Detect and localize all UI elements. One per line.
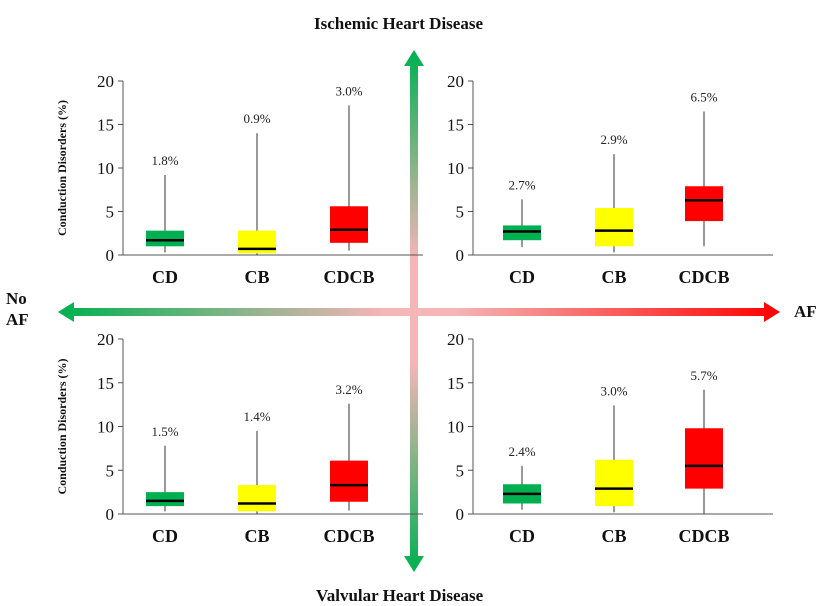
box-cd: 1.5% CD xyxy=(146,424,184,546)
category-label: CB xyxy=(601,526,626,546)
box-cdcb: 3.2% CDCB xyxy=(323,382,374,546)
category-label: CD xyxy=(152,267,178,287)
chart-panels: 0 5 10 15 20 Conduction Disorders (%) 1.8% CD 0.… xyxy=(55,72,773,546)
category-label: CB xyxy=(244,526,269,546)
y-tick-label: 0 xyxy=(106,246,115,265)
category-label: CB xyxy=(601,267,626,287)
box-cdcb: 3.0% CDCB xyxy=(323,83,374,287)
label-right: AF xyxy=(794,302,817,321)
y-tick-label: 5 xyxy=(456,203,465,222)
category-label: CD xyxy=(509,267,535,287)
label-left-line1: No xyxy=(6,289,27,308)
y-tick-label: 20 xyxy=(447,330,464,349)
box-iqr xyxy=(503,225,541,241)
box-iqr xyxy=(146,230,184,247)
y-axis-label: Conduction Disorders (%) xyxy=(55,358,69,494)
vertical-arrow xyxy=(404,50,424,572)
box-iqr xyxy=(238,230,276,254)
y-tick-label: 0 xyxy=(106,505,115,524)
y-tick-label: 10 xyxy=(447,418,464,437)
y-tick-label: 20 xyxy=(97,330,114,349)
category-label: CDCB xyxy=(323,526,374,546)
box-iqr xyxy=(595,208,633,247)
y-tick-label: 5 xyxy=(106,203,115,222)
value-label: 5.7% xyxy=(690,368,717,383)
box-cdcb: 5.7% CDCB xyxy=(678,368,729,546)
box-cd: 1.8% CD xyxy=(146,153,184,287)
category-label: CD xyxy=(509,526,535,546)
category-label: CDCB xyxy=(323,267,374,287)
panel-top-left: 0 5 10 15 20 Conduction Disorders (%) 1.8% CD 0.… xyxy=(55,72,423,287)
box-cb: 0.9% CB xyxy=(238,111,276,287)
panel-bottom-right: 0 5 10 15 20 2.4% CD 3.0% CB 5.7% CDCB xyxy=(447,330,773,546)
value-label: 2.9% xyxy=(600,132,627,147)
box-iqr xyxy=(330,206,368,243)
y-axis-label: Conduction Disorders (%) xyxy=(55,100,69,236)
y-tick-label: 10 xyxy=(447,159,464,178)
value-label: 1.4% xyxy=(243,409,270,424)
y-tick-label: 15 xyxy=(447,116,464,135)
y-tick-label: 15 xyxy=(97,116,114,135)
value-label: 3.0% xyxy=(600,384,627,399)
y-tick-label: 20 xyxy=(97,72,114,91)
category-label: CDCB xyxy=(678,267,729,287)
box-iqr xyxy=(685,428,723,489)
box-iqr xyxy=(238,485,276,512)
value-label: 1.5% xyxy=(151,424,178,439)
quadrant-arrows xyxy=(58,50,780,572)
label-top: Ischemic Heart Disease xyxy=(314,14,484,33)
value-label: 3.0% xyxy=(335,83,362,98)
box-cb: 2.9% CB xyxy=(595,132,633,287)
box-cb: 3.0% CB xyxy=(595,384,633,546)
label-bottom: Valvular Heart Disease xyxy=(316,586,484,605)
value-label: 2.7% xyxy=(508,177,535,192)
box-cdcb: 6.5% CDCB xyxy=(678,89,729,287)
value-label: 0.9% xyxy=(243,111,270,126)
box-iqr xyxy=(685,186,723,222)
box-iqr xyxy=(595,459,633,507)
y-tick-label: 0 xyxy=(456,505,465,524)
y-tick-label: 10 xyxy=(97,159,114,178)
value-label: 2.4% xyxy=(508,444,535,459)
category-label: CDCB xyxy=(678,526,729,546)
y-tick-label: 5 xyxy=(106,461,115,480)
y-tick-label: 15 xyxy=(97,374,114,393)
box-cd: 2.7% CD xyxy=(503,177,541,287)
box-iqr xyxy=(330,460,368,502)
horizontal-arrow xyxy=(58,302,780,322)
value-label: 3.2% xyxy=(335,382,362,397)
y-tick-label: 5 xyxy=(456,461,465,480)
value-label: 6.5% xyxy=(690,89,717,104)
box-cb: 1.4% CB xyxy=(238,409,276,546)
y-tick-label: 10 xyxy=(97,418,114,437)
y-tick-label: 15 xyxy=(447,374,464,393)
panel-top-right: 0 5 10 15 20 2.7% CD 2.9% CB 6.5% CDCB xyxy=(447,72,773,287)
category-label: CB xyxy=(244,267,269,287)
category-label: CD xyxy=(152,526,178,546)
value-label: 1.8% xyxy=(151,153,178,168)
y-tick-label: 20 xyxy=(447,72,464,91)
box-cd: 2.4% CD xyxy=(503,444,541,546)
label-left-line2: AF xyxy=(6,310,29,329)
box-iqr xyxy=(146,492,184,507)
y-tick-label: 0 xyxy=(456,246,465,265)
